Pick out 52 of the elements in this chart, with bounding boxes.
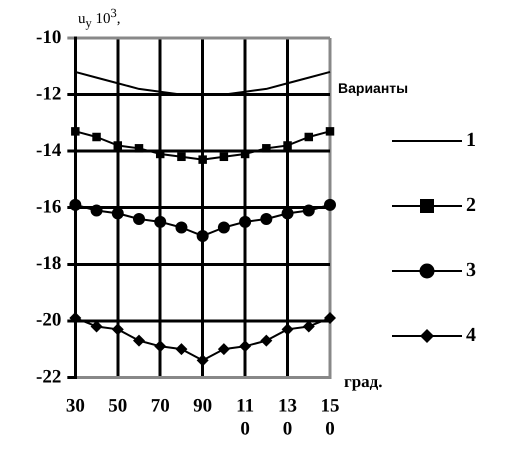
x-tick-label: 130: [278, 396, 298, 440]
point: [198, 155, 207, 164]
point: [90, 204, 103, 217]
point: [260, 334, 272, 347]
point: [71, 127, 80, 136]
point: [302, 204, 315, 217]
x-axis-title: град.: [344, 372, 383, 392]
point: [239, 340, 252, 352]
point: [324, 312, 336, 324]
y-tick-label: -22: [36, 366, 62, 388]
point: [92, 132, 101, 142]
point: [175, 222, 188, 234]
point: [282, 323, 294, 336]
point: [175, 343, 188, 356]
point: [132, 213, 145, 226]
x-tick-label: 110: [236, 396, 254, 440]
point: [112, 323, 124, 336]
point: [304, 132, 314, 142]
x-tick-label: 150: [320, 396, 340, 440]
x-tick-label: 70: [150, 396, 170, 417]
point: [134, 144, 144, 153]
point: [114, 141, 122, 150]
y-axis-title: u$_{y}$ 10$^{3}$,: [78, 6, 120, 31]
point: [196, 230, 209, 242]
point: [260, 213, 272, 226]
legend-label: 1: [466, 129, 476, 152]
y-tick-label: -14: [36, 140, 62, 162]
point: [154, 340, 166, 352]
y-tick-label: -20: [36, 310, 62, 331]
point: [177, 152, 186, 162]
y-tick-label: -16: [36, 196, 62, 218]
point: [283, 141, 292, 150]
point: [326, 127, 334, 136]
legend-label: 4: [466, 324, 476, 347]
y-tick-label: -12: [36, 83, 62, 104]
point: [218, 222, 230, 234]
point: [132, 334, 145, 347]
point: [218, 343, 230, 356]
legend-label: 2: [466, 194, 476, 217]
point: [154, 216, 166, 228]
x-tick-label: 90: [193, 396, 212, 417]
point: [196, 354, 209, 366]
x-tick-label: 30: [66, 396, 85, 417]
point: [262, 144, 271, 153]
point: [220, 152, 228, 162]
point: [239, 216, 252, 228]
y-tick-label: -18: [36, 253, 62, 274]
legend-label: 3: [466, 259, 476, 282]
y-tick-label: -10: [36, 26, 62, 48]
point: [324, 198, 336, 211]
x-tick-label: 50: [108, 396, 128, 417]
legend-title: Варианты: [338, 80, 410, 96]
